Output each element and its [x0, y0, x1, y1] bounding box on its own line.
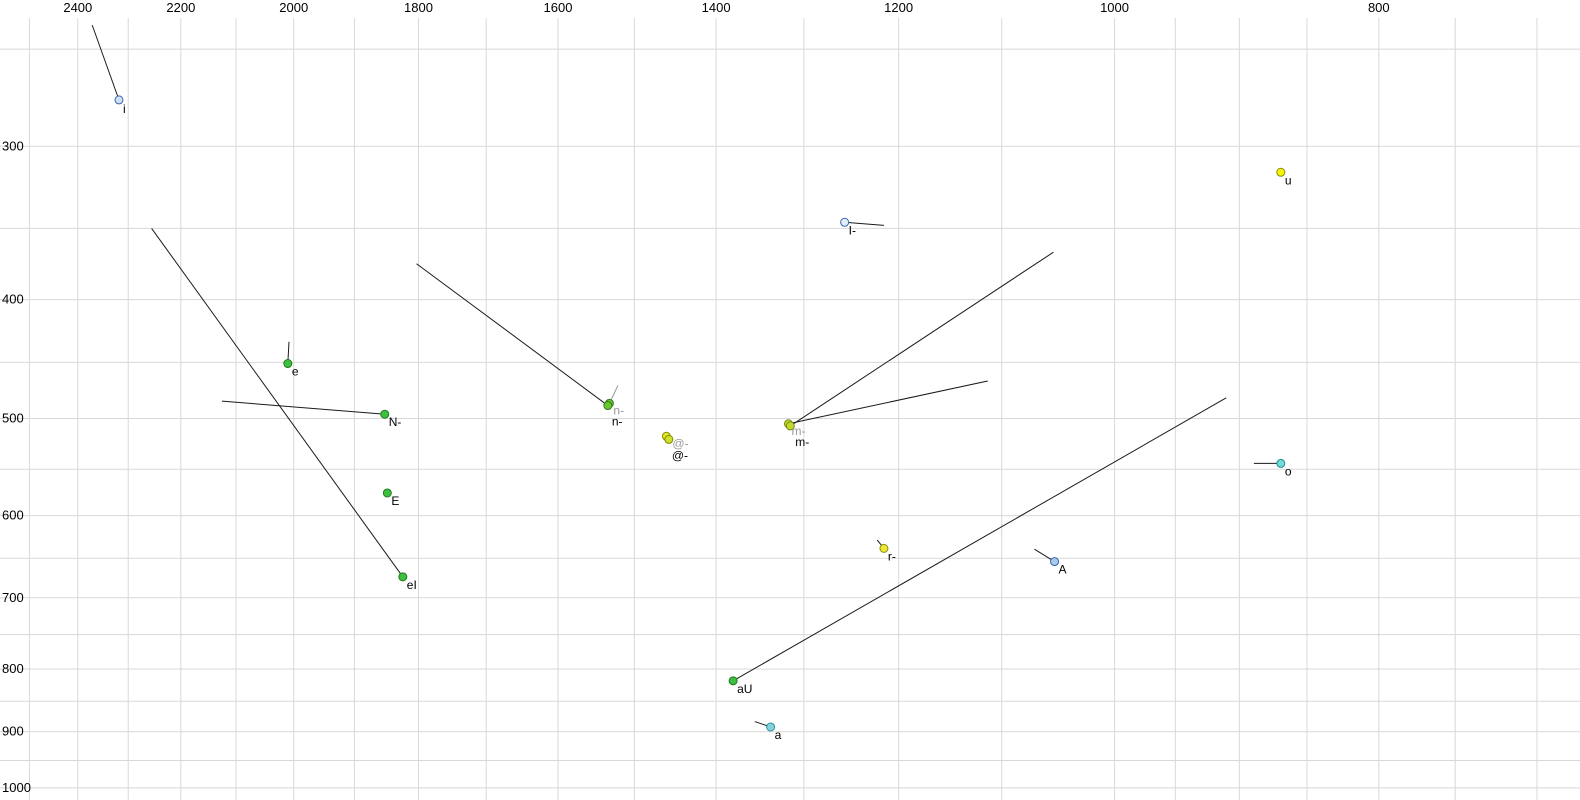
vowel-point-label: i: [123, 102, 126, 116]
y-tick-label: 300: [2, 138, 24, 153]
vowel-point-label: a: [775, 728, 782, 742]
vowel-point-label: aU: [737, 682, 752, 696]
y-tick-label: 500: [2, 410, 24, 425]
vowel-point: [380, 409, 390, 419]
x-tick-label: 1400: [702, 0, 731, 15]
vowel-point: [114, 95, 124, 105]
x-tick-label: 1800: [404, 0, 433, 15]
x-tick-label: 2000: [279, 0, 308, 15]
vowel-point-label: A: [1059, 563, 1067, 577]
formant-trajectory-line: [789, 251, 1054, 427]
y-tick-label: 1000: [2, 780, 31, 795]
vowel-point-label: I-: [849, 223, 856, 237]
vowel-point: [398, 572, 408, 582]
vowel-point: [1276, 458, 1286, 468]
formant-trajectory-line: [416, 263, 609, 406]
x-tick-label: 2200: [166, 0, 195, 15]
x-tick-label: 2400: [63, 0, 92, 15]
y-tick-label: 600: [2, 508, 24, 523]
formant-trajectory-line: [732, 397, 1227, 682]
vowel-point: [382, 488, 392, 498]
vowel-point-label: @-: [672, 436, 688, 450]
vowel-point-label: n-: [613, 403, 624, 417]
x-tick-label: 800: [1368, 0, 1390, 15]
vowel-point: [728, 676, 738, 686]
formant-trajectory-line: [91, 24, 120, 101]
vowel-point-label: N-: [389, 415, 402, 429]
vowel-point: [603, 401, 613, 411]
formant-trajectory-line: [151, 228, 404, 578]
trajectory-lines: [91, 24, 1281, 728]
y-tick-label: 400: [2, 292, 24, 307]
vowel-point: [283, 359, 293, 369]
vowel-point: [664, 434, 674, 444]
vowel-point: [1276, 167, 1286, 177]
vowel-point-label: eI: [407, 578, 417, 592]
formant-trajectory-line: [788, 380, 988, 425]
x-tick-label: 1600: [544, 0, 573, 15]
vowel-point-label: o: [1285, 464, 1292, 478]
vowel-point-label: m-: [795, 435, 809, 449]
x-tick-label: 1000: [1100, 0, 1129, 15]
gridlines: [0, 18, 1580, 800]
vowel-point: [879, 543, 889, 553]
vowel-point: [1050, 557, 1060, 567]
vowel-point-label: m-: [791, 424, 805, 438]
x-tick-label: 1200: [884, 0, 913, 15]
y-tick-label: 800: [2, 661, 24, 676]
point-labels: i u I-e N-n-n- @-@- m-m-o Er- AeI aU a: [123, 102, 1292, 742]
vowel-point-label: E: [391, 494, 399, 508]
vowel-point-label: @-: [672, 448, 688, 462]
y-tick-label: 700: [2, 590, 24, 605]
vowel-point-label: r-: [888, 549, 896, 563]
tick-labels: 2400 2200 2000 1800 1600 1400 1200 1000 800 300 40…: [2, 0, 1390, 795]
vowel-point: [840, 217, 850, 227]
vowel-point: [766, 722, 776, 732]
vowel-point: [785, 421, 795, 431]
formant-trajectory-line: [221, 400, 385, 415]
vowel-point-label: e: [292, 365, 299, 379]
vowel-point-label: u: [1285, 173, 1292, 187]
vowel-point-label: n-: [612, 415, 623, 429]
formant-trajectory-line: [844, 221, 884, 226]
y-tick-label: 900: [2, 724, 24, 739]
data-points: [114, 95, 1286, 732]
